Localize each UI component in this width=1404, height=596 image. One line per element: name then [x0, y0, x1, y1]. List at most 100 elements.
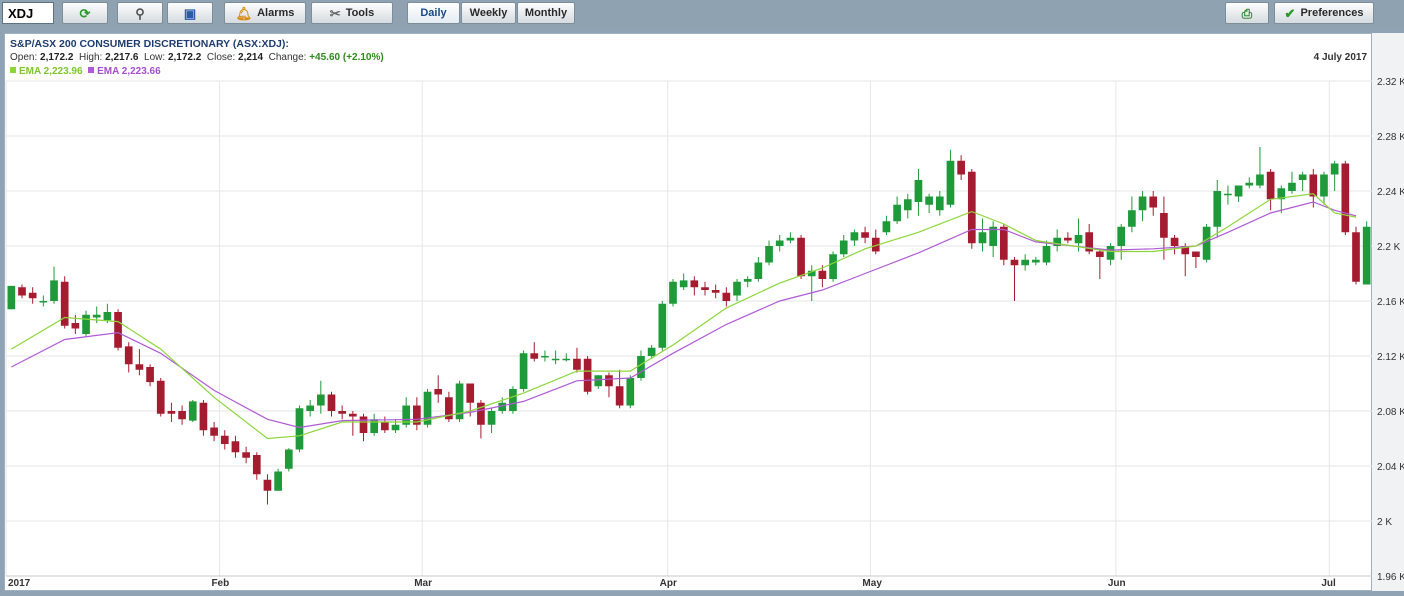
candle-body	[658, 303, 667, 348]
candle-body	[466, 383, 475, 403]
y-tick-label: 2.12 K	[1377, 352, 1404, 363]
candle-body	[1330, 163, 1339, 175]
candle-body	[188, 401, 197, 421]
preferences-button[interactable]: ✔ Preferences	[1274, 2, 1374, 24]
candle-body	[359, 416, 368, 433]
candle-body	[1213, 191, 1222, 227]
candle-body	[1202, 226, 1211, 260]
chart-panel	[4, 33, 1372, 591]
candle-body	[178, 411, 186, 420]
candle-body	[413, 405, 421, 425]
y-tick-label: 2 K	[1377, 517, 1392, 528]
candle-body	[156, 380, 165, 414]
date-readout: 4 July 2017	[1313, 52, 1367, 63]
candle-body	[957, 160, 965, 175]
candle-body	[594, 375, 603, 387]
candle-body	[1053, 237, 1062, 246]
candle-body	[71, 323, 80, 329]
low-value: 2,172.2	[167, 52, 202, 63]
candle-body	[455, 383, 464, 420]
close-value: 2,214	[238, 52, 264, 63]
candle-body	[882, 221, 891, 233]
candle-body	[946, 160, 955, 205]
candle-body	[1309, 174, 1318, 197]
candle-body	[871, 237, 880, 252]
x-tick-label: May	[862, 578, 882, 589]
low-label: Low:	[144, 52, 166, 63]
candle-body	[477, 402, 485, 425]
candle-body	[498, 402, 507, 411]
alarms-button[interactable]: 🔔︎ Alarms	[224, 2, 306, 24]
candle-body	[1085, 232, 1094, 252]
tab-daily[interactable]: Daily	[407, 2, 460, 24]
high-label: High:	[78, 52, 103, 63]
candle-body	[1192, 251, 1200, 257]
candle-body	[167, 411, 176, 414]
candle-body	[839, 240, 848, 255]
candle-body	[1170, 237, 1179, 246]
toolbar: XDJ ⟳ ⚲ ▣ 🔔︎ Alarms ✂ Tools Daily Weekly M…	[0, 0, 1404, 28]
candle-body	[1074, 235, 1083, 244]
x-tick-label: Jun	[1108, 578, 1126, 589]
candle-body	[829, 254, 837, 279]
candle-body	[1117, 226, 1126, 246]
candle-body	[1010, 259, 1019, 266]
candle-body	[978, 232, 987, 244]
candle-body	[423, 391, 432, 425]
save-icon: ▣	[183, 5, 197, 21]
tools-button[interactable]: ✂ Tools	[311, 2, 393, 24]
y-tick-label: 2.32 K	[1377, 77, 1404, 88]
close-label: Close:	[206, 52, 236, 63]
candle-body	[818, 270, 827, 279]
candle-body	[1138, 196, 1147, 211]
candle-body	[605, 375, 613, 387]
candle-body	[199, 402, 208, 431]
candle-body	[242, 452, 250, 458]
candle-body	[1160, 213, 1168, 238]
y-tick-label: 2.08 K	[1377, 407, 1404, 418]
candle-body	[1149, 196, 1158, 208]
y-axis-bar	[1372, 33, 1404, 591]
candle-body	[92, 314, 101, 318]
candle-body	[1224, 193, 1232, 196]
candle-body	[274, 471, 282, 491]
candle-body	[1021, 259, 1030, 266]
print-icon: ⎙	[1241, 5, 1253, 21]
change-value: +45.60 (+2.10%)	[309, 52, 384, 63]
y-tick-label: 1.96 K	[1377, 572, 1404, 583]
refresh-button[interactable]: ⟳	[62, 2, 108, 24]
candle-body	[722, 292, 731, 301]
candle-body	[754, 262, 763, 279]
candle-body	[1128, 210, 1136, 227]
candle-body	[701, 287, 709, 290]
x-tick-label: 2017	[8, 578, 31, 589]
y-tick-label: 2.04 K	[1377, 462, 1404, 473]
print-button[interactable]: ⎙	[1225, 2, 1269, 24]
candle-body	[1234, 185, 1243, 197]
candle-body	[1266, 171, 1275, 200]
candle-body	[50, 280, 58, 301]
candle-body	[1362, 226, 1371, 285]
candle-body	[370, 419, 379, 433]
candle-body	[316, 394, 325, 406]
candle-body	[1341, 163, 1350, 233]
candle-body	[583, 358, 592, 392]
zoom-button[interactable]: ⚲	[117, 2, 163, 24]
save-button[interactable]: ▣	[167, 2, 213, 24]
symbol-input[interactable]: XDJ	[2, 2, 54, 24]
ohlc-readout: Open: 2,172.2 High: 2,217.6 Low: 2,172.2…	[10, 52, 384, 63]
tab-monthly[interactable]: Monthly	[517, 2, 575, 24]
candle-body	[1288, 182, 1296, 191]
candle-body	[103, 312, 112, 321]
candle-body	[487, 411, 496, 425]
candle-body	[807, 270, 816, 277]
candle-body	[733, 281, 741, 296]
candle-body	[999, 226, 1008, 260]
ema1-legend: EMA 2,223.96	[19, 66, 83, 77]
candle-body	[82, 314, 90, 334]
candle-body	[551, 358, 560, 361]
candle-body	[381, 422, 389, 431]
candle-body	[925, 196, 933, 205]
change-label: Change:	[268, 52, 307, 63]
tab-weekly[interactable]: Weekly	[461, 2, 516, 24]
